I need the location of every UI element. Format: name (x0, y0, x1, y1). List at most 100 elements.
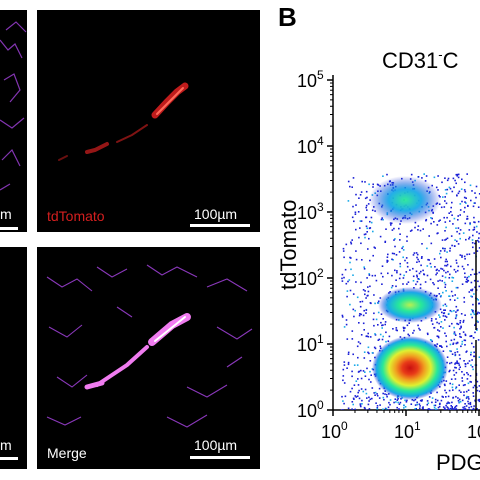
scatter-point (366, 397, 368, 399)
scatter-point (403, 407, 405, 409)
scatter-point (396, 270, 398, 272)
scatter-point (352, 403, 354, 406)
scatter-point (413, 399, 415, 402)
scatter-point (453, 331, 456, 333)
scatter-point (445, 409, 447, 410)
scatter-point (347, 280, 349, 283)
scatter-point (364, 197, 367, 200)
scatter-point (430, 222, 432, 225)
scatter-point (441, 239, 444, 241)
scatter-point (431, 340, 433, 343)
scatter-point (393, 401, 395, 404)
scatter-point (436, 272, 438, 274)
scatter-point (473, 405, 475, 407)
scatter-point (417, 324, 419, 327)
scatter-point (464, 344, 466, 346)
scatter-point (434, 398, 437, 401)
scatter-point (384, 323, 386, 326)
scatter-point (421, 177, 423, 179)
scatter-point (419, 329, 421, 331)
scatter-point (458, 354, 461, 356)
micrograph-bottom-left: m (0, 247, 27, 469)
scatter-point (472, 407, 475, 410)
scatter-point (449, 273, 451, 276)
scatter-point (355, 258, 358, 261)
scatter-point (394, 398, 397, 400)
scatter-point (351, 186, 353, 188)
scatter-point (404, 399, 406, 402)
scatter-point (395, 254, 398, 256)
scatter-point (405, 401, 408, 403)
scatter-point (465, 409, 468, 410)
scatter-point (476, 298, 478, 300)
scatter-point (353, 384, 356, 386)
scatter-point (456, 297, 459, 299)
scatter-point (446, 402, 448, 405)
scatter-point (443, 216, 445, 219)
scatter-point (442, 291, 444, 294)
scatter-point (433, 176, 436, 179)
scatter-point (433, 283, 435, 286)
scatter-point (438, 322, 440, 325)
scatter-point (398, 251, 401, 253)
scatter-point (384, 407, 387, 410)
scatter-point (456, 341, 459, 344)
scatter-point (364, 290, 366, 292)
scatter-point (470, 353, 472, 356)
scatter-point (467, 280, 470, 282)
scatter-point (452, 223, 454, 225)
scatter-point (360, 220, 363, 222)
scatter-point (469, 380, 471, 383)
scatter-point (450, 361, 453, 364)
scatter-point (455, 305, 458, 308)
scatter-point (359, 342, 362, 345)
scatter-point (463, 391, 465, 393)
scatter-point (450, 310, 453, 313)
scatter-point (368, 273, 370, 275)
scatter-point (367, 335, 370, 338)
scatter-point (456, 360, 458, 362)
scatter-point (448, 408, 450, 410)
scatter-point (463, 408, 466, 410)
scatter-point (374, 394, 376, 396)
scatter-point (435, 273, 437, 276)
scatter-point (462, 232, 465, 234)
scatter-point (421, 243, 423, 245)
scatter-point (359, 403, 362, 405)
scatter-point (419, 399, 422, 402)
scatter-point (449, 309, 452, 312)
scatter-point (384, 393, 386, 395)
scatter-point (470, 289, 472, 291)
scatter-point (368, 274, 371, 276)
scatter-point (427, 258, 429, 261)
scatter-point (390, 224, 392, 226)
scatter-point (417, 176, 420, 178)
scatter-point (449, 382, 451, 385)
scatter-point (447, 270, 449, 273)
scatter-point (428, 259, 430, 261)
scatter-point (474, 221, 476, 224)
scatter-point (455, 262, 458, 264)
scatter-point (394, 245, 396, 248)
scatter-point (371, 397, 373, 400)
scatter-point (467, 396, 470, 398)
scatter-point (363, 357, 366, 359)
scatter-point (426, 265, 429, 267)
scatter-point (416, 280, 419, 283)
scatter-point (444, 260, 447, 263)
scatter-point (404, 327, 406, 329)
scatter-point (364, 388, 367, 391)
y-tick-label: 104 (297, 134, 324, 157)
scatter-point (464, 314, 466, 316)
scatter-point (359, 220, 362, 222)
scatter-point (446, 251, 448, 253)
scatter-point (477, 220, 480, 223)
scatter-point (361, 300, 364, 303)
scatter-point (470, 281, 473, 284)
scatter-point (343, 276, 345, 279)
scatter-point (469, 403, 472, 406)
scatter-point (371, 387, 374, 389)
scatter-point (473, 226, 476, 229)
scatter-point (409, 230, 412, 232)
scatter-point (347, 353, 350, 355)
